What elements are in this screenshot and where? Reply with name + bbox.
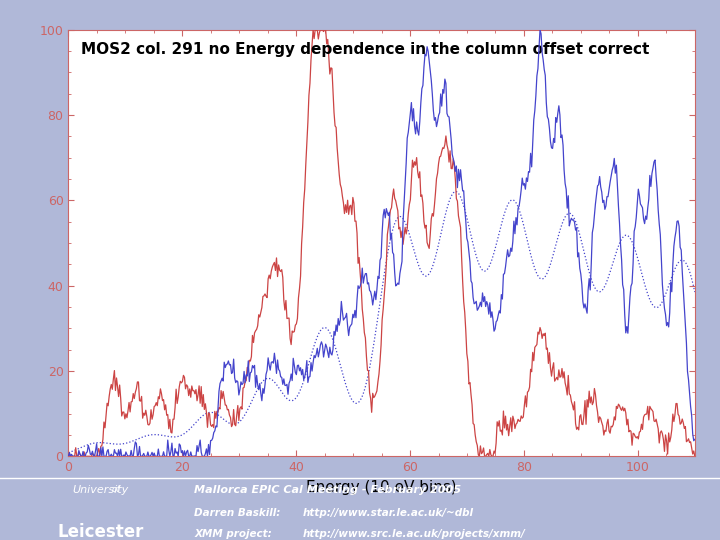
X-axis label: Energy (10 eV bins): Energy (10 eV bins) xyxy=(306,480,457,495)
Text: Mallorca EPIC Cal Meeting - February 2005: Mallorca EPIC Cal Meeting - February 200… xyxy=(194,485,462,495)
Text: XMM project:: XMM project: xyxy=(194,529,272,539)
Text: University: University xyxy=(72,485,128,495)
Text: MOS2 col. 291 no Energy dependence in the column offset correct: MOS2 col. 291 no Energy dependence in th… xyxy=(81,43,649,57)
Text: Darren Baskill:: Darren Baskill: xyxy=(194,508,281,518)
Text: http://www.star.le.ac.uk/~dbl: http://www.star.le.ac.uk/~dbl xyxy=(302,508,474,518)
Text: http://www.src.le.ac.uk/projects/xmm/: http://www.src.le.ac.uk/projects/xmm/ xyxy=(302,529,525,539)
Text: Leicester: Leicester xyxy=(58,523,144,540)
Text: of: of xyxy=(112,485,120,494)
